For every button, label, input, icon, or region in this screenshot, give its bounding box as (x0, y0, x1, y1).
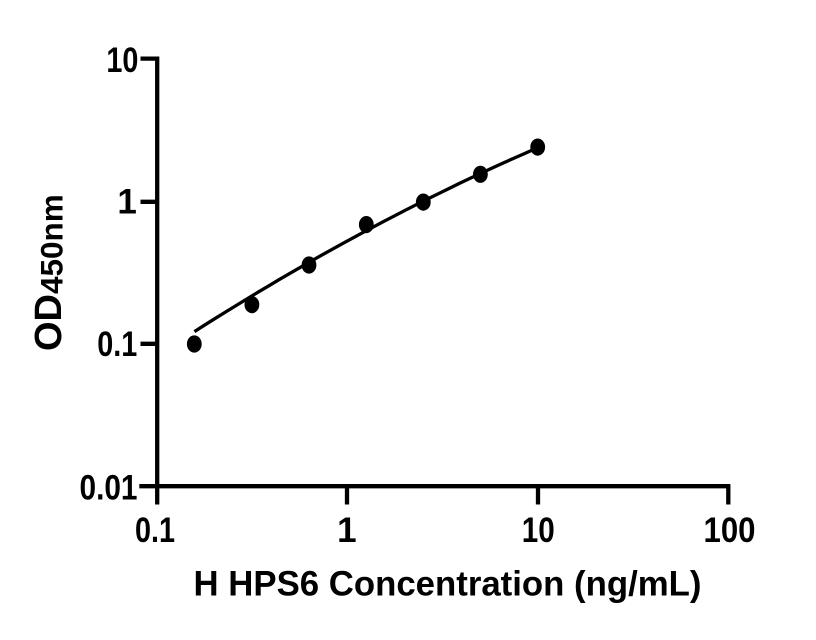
svg-text:10: 10 (106, 41, 138, 80)
svg-text:1: 1 (337, 511, 356, 550)
svg-text:0.01: 0.01 (80, 468, 138, 507)
svg-text:OD450nm: OD450nm (28, 194, 70, 351)
svg-text:H HPS6 Concentration (ng/mL): H HPS6 Concentration (ng/mL) (194, 564, 702, 603)
svg-text:0.1: 0.1 (97, 325, 137, 364)
svg-text:100: 100 (704, 511, 756, 550)
svg-text:10: 10 (522, 511, 555, 550)
svg-text:1: 1 (117, 182, 136, 221)
svg-text:0.1: 0.1 (135, 511, 175, 550)
